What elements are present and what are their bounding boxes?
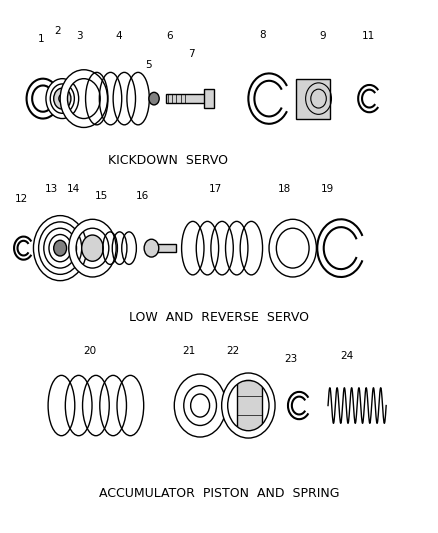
Text: 19: 19 xyxy=(320,184,333,194)
Text: 2: 2 xyxy=(55,26,61,36)
Text: 3: 3 xyxy=(76,31,83,41)
Circle shape xyxy=(148,92,159,105)
Wedge shape xyxy=(221,373,275,438)
Text: 5: 5 xyxy=(145,60,152,70)
Wedge shape xyxy=(268,219,316,277)
Text: KICKDOWN  SERVO: KICKDOWN SERVO xyxy=(108,154,227,167)
Circle shape xyxy=(53,240,67,256)
Text: 4: 4 xyxy=(115,31,121,41)
Wedge shape xyxy=(46,79,78,118)
Bar xyxy=(151,244,176,252)
Wedge shape xyxy=(69,219,116,277)
Bar xyxy=(236,381,261,431)
Circle shape xyxy=(144,239,159,257)
Text: 8: 8 xyxy=(259,30,265,40)
Text: 11: 11 xyxy=(360,31,374,41)
Text: 13: 13 xyxy=(45,184,58,194)
Text: 21: 21 xyxy=(182,346,195,356)
Text: 12: 12 xyxy=(15,193,28,204)
Bar xyxy=(165,94,206,103)
Text: 15: 15 xyxy=(94,191,107,201)
Text: 18: 18 xyxy=(277,184,290,194)
Wedge shape xyxy=(60,70,107,127)
Bar xyxy=(295,79,329,118)
Text: 14: 14 xyxy=(66,184,80,194)
Text: 22: 22 xyxy=(225,346,239,356)
Text: 20: 20 xyxy=(84,346,97,356)
Wedge shape xyxy=(174,374,226,437)
Text: 24: 24 xyxy=(339,351,352,361)
Circle shape xyxy=(190,394,209,417)
Text: ACCUMULATOR  PISTON  AND  SPRING: ACCUMULATOR PISTON AND SPRING xyxy=(99,487,339,500)
Text: 17: 17 xyxy=(208,184,221,194)
Text: 16: 16 xyxy=(135,191,148,201)
Text: LOW  AND  REVERSE  SERVO: LOW AND REVERSE SERVO xyxy=(129,311,309,324)
Circle shape xyxy=(59,94,66,103)
Circle shape xyxy=(81,235,103,261)
Circle shape xyxy=(53,88,71,109)
Bar xyxy=(204,89,213,108)
Text: 6: 6 xyxy=(166,31,173,41)
Text: 9: 9 xyxy=(319,31,325,41)
Text: 7: 7 xyxy=(188,49,194,59)
Text: 23: 23 xyxy=(283,353,297,364)
Text: 1: 1 xyxy=(37,34,44,44)
